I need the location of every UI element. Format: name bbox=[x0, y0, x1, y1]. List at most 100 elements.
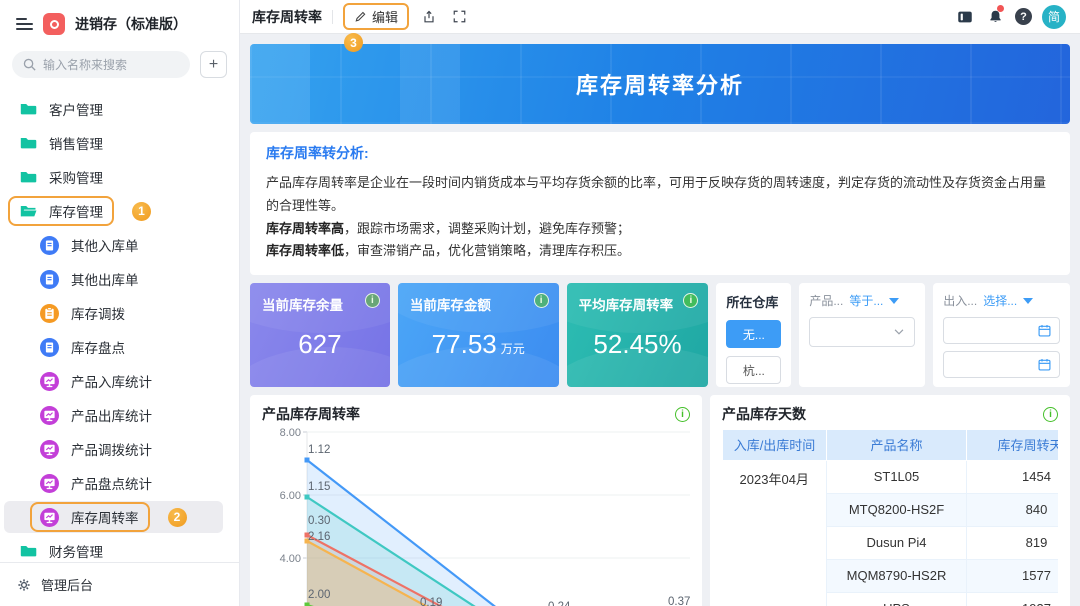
calendar-icon bbox=[1038, 359, 1051, 371]
sidebar-item-label: 财务管理 bbox=[49, 545, 103, 560]
svg-text:1.15: 1.15 bbox=[308, 481, 330, 493]
folder-icon bbox=[18, 542, 37, 561]
date-input-end[interactable] bbox=[943, 351, 1060, 378]
warehouse-option-hangzhou[interactable]: 杭... bbox=[726, 356, 782, 384]
product-select[interactable] bbox=[809, 317, 916, 347]
svg-text:8.00: 8.00 bbox=[280, 427, 301, 439]
sidebar-item-label: 库存调拨 bbox=[71, 307, 125, 322]
gear-icon bbox=[18, 578, 30, 591]
admin-backend-item[interactable]: 管理后台 bbox=[0, 562, 239, 606]
cell-turnover-days: 1577 bbox=[966, 559, 1058, 593]
annotation-badge: 1 bbox=[132, 201, 151, 221]
info-icon[interactable]: i bbox=[533, 293, 549, 308]
sidebar-item-库存周转率[interactable]: 库存周转率 2 bbox=[0, 500, 239, 534]
banner: 库存周转率分析 bbox=[250, 44, 1070, 124]
search-input[interactable] bbox=[43, 57, 180, 72]
sidebar-item-产品入库统计[interactable]: 产品入库统计 bbox=[0, 364, 239, 398]
annotation-badge: 2 bbox=[167, 507, 187, 527]
edit-button-label: 编辑 bbox=[372, 10, 399, 25]
table-row: UPS1937 bbox=[723, 592, 1058, 606]
sidebar-item-其他出库单[interactable]: 其他出库单 bbox=[0, 262, 239, 296]
info-icon[interactable]: i bbox=[683, 293, 699, 308]
info-icon[interactable]: i bbox=[364, 293, 380, 308]
folder-open-icon bbox=[18, 202, 37, 221]
avatar[interactable]: 简 bbox=[1042, 4, 1066, 29]
stat-label: 当前库存金额 bbox=[409, 298, 491, 313]
sidebar-item-采购管理[interactable]: 采购管理 bbox=[0, 160, 239, 194]
caret-down-icon[interactable] bbox=[1023, 297, 1034, 304]
dashboard-content: 库存周转率分析 库存周率转分析: 产品库存周转率是企业在一段时间内销货成本与平均… bbox=[240, 34, 1080, 606]
app-title: 进销存（标准版） bbox=[75, 16, 187, 32]
cell-product-name: MQM8790-HS2R bbox=[826, 559, 967, 593]
chevron-down-icon bbox=[894, 329, 904, 335]
date-filter-operator[interactable]: 选择... bbox=[983, 294, 1018, 308]
info-icon[interactable]: i bbox=[1043, 406, 1058, 422]
page-title: 库存周转率 bbox=[252, 8, 322, 25]
svg-text:2.16: 2.16 bbox=[308, 531, 330, 543]
cell-turnover-days: 840 bbox=[966, 493, 1058, 527]
clipboard-orange-icon bbox=[40, 303, 59, 323]
sidebar-item-库存调拨[interactable]: 库存调拨 bbox=[0, 296, 239, 330]
doc-blue-icon bbox=[40, 235, 59, 255]
warehouse-option-none[interactable]: 无... bbox=[726, 320, 782, 348]
notifications-bell-icon[interactable] bbox=[985, 4, 1005, 27]
date-filter-label: 出入... bbox=[943, 294, 978, 308]
sidebar-item-label: 产品出库统计 bbox=[71, 409, 152, 424]
stat-purple-icon bbox=[40, 439, 59, 459]
add-button[interactable]: + bbox=[200, 51, 227, 78]
intro-line3-bold: 库存周转率低 bbox=[266, 243, 345, 259]
search-icon bbox=[23, 58, 36, 71]
sidebar-item-客户管理[interactable]: 客户管理 bbox=[0, 92, 239, 126]
caret-down-icon[interactable] bbox=[889, 297, 900, 304]
search-box[interactable] bbox=[12, 51, 190, 78]
sidebar-nav: 客户管理销售管理 采购管理 库存管理 1 其他入库单其他出库单库存调拨库存盘点 产品入库统… bbox=[0, 88, 239, 562]
info-icon[interactable]: i bbox=[675, 406, 690, 422]
charts-row: 产品库存周转率 i 8.00 6.00 4.00 1.12 1.15 0.30 2.16 2.… bbox=[250, 395, 1070, 606]
help-icon[interactable]: ? bbox=[1015, 8, 1032, 25]
table-title: 产品库存天数 bbox=[722, 406, 806, 422]
sidebar: 进销存（标准版） + 客户管理销售管理采购管理库存管理1其他入库单其他出库单库存… bbox=[0, 0, 240, 606]
stat-purple-icon bbox=[40, 473, 59, 493]
intro-line2-bold: 库存周转率高 bbox=[266, 220, 345, 236]
cell-product-name: UPS bbox=[826, 592, 967, 606]
cell-product-name: ST1L05 bbox=[826, 460, 967, 494]
edit-button[interactable]: 编辑 bbox=[343, 3, 410, 30]
sidebar-item-label: 客户管理 bbox=[49, 103, 103, 118]
sidebar-item-库存管理[interactable]: 库存管理 1 bbox=[0, 194, 239, 228]
sidebar-item-库存盘点[interactable]: 库存盘点 bbox=[0, 330, 239, 364]
product-filter-operator[interactable]: 等于... bbox=[849, 294, 884, 308]
sidebar-item-产品出库统计[interactable]: 产品出库统计 bbox=[0, 398, 239, 432]
panel-toggle-icon[interactable] bbox=[955, 7, 975, 27]
sidebar-item-产品盘点统计[interactable]: 产品盘点统计 bbox=[0, 466, 239, 500]
annotation-box: 库存管理 bbox=[8, 196, 114, 226]
svg-text:0.24: 0.24 bbox=[548, 601, 571, 606]
sidebar-item-其他入库单[interactable]: 其他入库单 bbox=[0, 228, 239, 262]
fullscreen-icon[interactable] bbox=[449, 7, 469, 27]
sidebar-item-财务管理[interactable]: 财务管理 bbox=[0, 534, 239, 562]
share-icon[interactable] bbox=[419, 7, 439, 27]
cell-product-name: MTQ8200-HS2F bbox=[826, 493, 967, 527]
table-row: MQM8790-HS2R 1577 bbox=[723, 559, 1058, 593]
table-scroll-area[interactable]: 入库/出库时间 产品名称 库存周转天数 2023年04月ST1L051454MT… bbox=[722, 430, 1058, 606]
sidebar-item-label: 其他入库单 bbox=[71, 239, 139, 254]
col-header-product: 产品名称 bbox=[826, 430, 967, 461]
collapse-menu-icon[interactable] bbox=[16, 18, 33, 30]
stat-value: 52.45% bbox=[593, 329, 682, 359]
doc-blue-icon bbox=[40, 269, 59, 289]
stat-unit: 万元 bbox=[500, 342, 525, 356]
cell-turnover-days: 1937 bbox=[966, 592, 1058, 606]
date-input-start[interactable] bbox=[943, 317, 1060, 344]
pencil-icon bbox=[355, 11, 366, 22]
stat-value: 627 bbox=[298, 329, 342, 359]
divider bbox=[332, 9, 333, 24]
svg-text:2.00: 2.00 bbox=[308, 589, 330, 601]
table-row: 2023年04月 ST1L05 1454 bbox=[722, 460, 1058, 606]
stat-purple-icon bbox=[40, 371, 59, 391]
table-row: Dusun Pi4 819 bbox=[723, 526, 1058, 560]
sidebar-item-产品调拨统计[interactable]: 产品调拨统计 bbox=[0, 432, 239, 466]
sidebar-item-label: 库存周转率 bbox=[71, 511, 139, 526]
stat-card-stock-qty: 当前库存余量 i 627 bbox=[250, 283, 390, 387]
svg-text:1.12: 1.12 bbox=[308, 444, 330, 456]
sidebar-item-销售管理[interactable]: 销售管理 bbox=[0, 126, 239, 160]
turnover-area-chart: 8.006.004.001.121.150.302.162.000.190.25… bbox=[280, 427, 704, 606]
